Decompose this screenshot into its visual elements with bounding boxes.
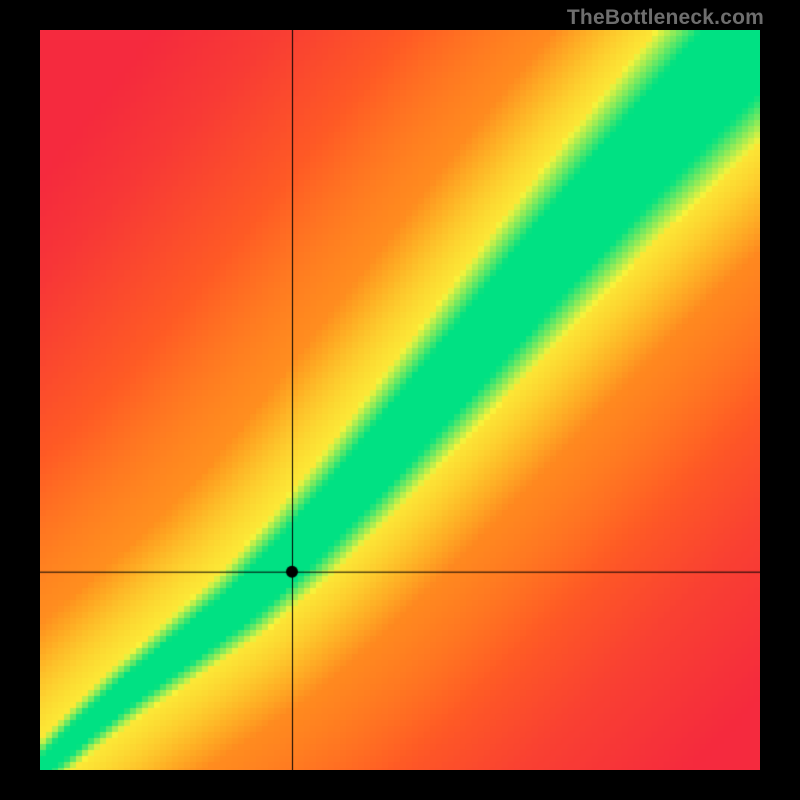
heatmap-plot-area (40, 30, 760, 770)
watermark-text: TheBottleneck.com (567, 6, 764, 30)
heatmap-canvas (40, 30, 760, 770)
